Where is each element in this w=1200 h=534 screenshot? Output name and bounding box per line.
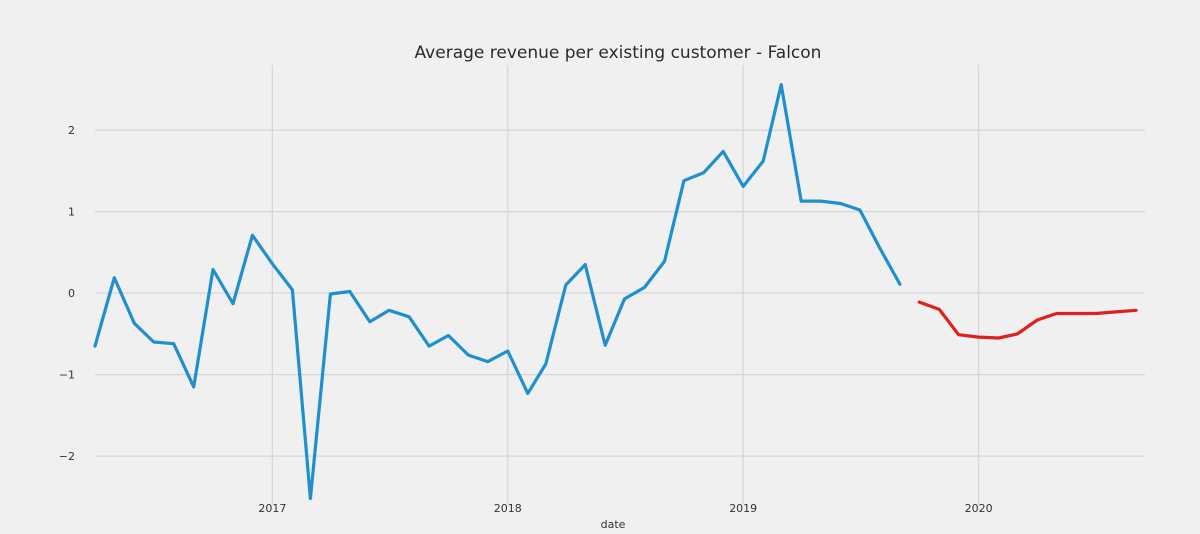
x-axis-label: date [601, 518, 626, 531]
y-tick-label: −1 [59, 369, 75, 382]
historical-series-line [93, 82, 902, 501]
y-tick-label: 2 [68, 124, 75, 137]
y-tick-label: 1 [68, 206, 75, 219]
chart-title: Average revenue per existing customer - … [415, 43, 822, 63]
x-tick-label: 2018 [494, 502, 522, 515]
y-axis-ticks: 2 1 0 −1 −2 [59, 124, 75, 463]
x-tick-label: 2017 [258, 502, 286, 515]
forecast-series-line [917, 300, 1138, 340]
y-tick-label: −2 [59, 450, 75, 463]
x-tick-label: 2020 [965, 502, 993, 515]
x-axis-ticks: 2017 2018 2019 2020 [258, 502, 992, 515]
y-tick-label: 0 [68, 287, 75, 300]
series-lines [93, 82, 1138, 501]
grid [95, 65, 1145, 505]
x-tick-label: 2019 [729, 502, 757, 515]
